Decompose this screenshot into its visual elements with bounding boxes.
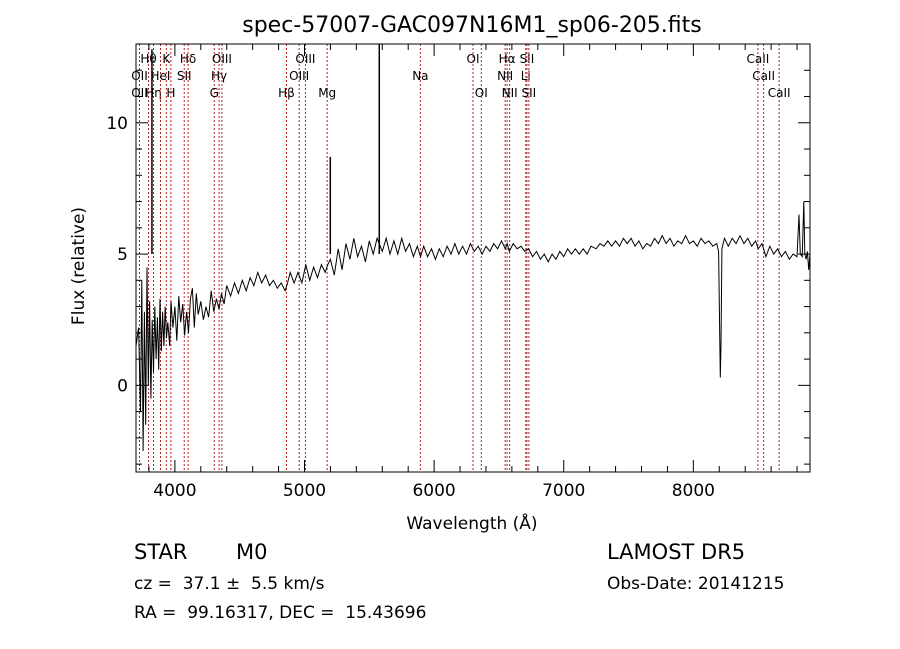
class-label: STAR: [134, 540, 188, 564]
spectral-line-label: Hη: [145, 86, 162, 100]
spectral-line-label: Hα: [499, 52, 516, 66]
spectral-line-label: Hγ: [211, 69, 227, 83]
x-tick-label: 5000: [283, 481, 326, 501]
line-marker-layer: HθOIIOIIHηHeIKHHδSIIGHγOIIIHβOIIIOIIIMgN…: [131, 44, 791, 472]
subclass-label: M0: [236, 540, 268, 564]
redshift-readout: cz = 37.1 ± 5.5 km/s: [134, 574, 325, 594]
y-tick-label: 5: [117, 245, 128, 265]
spectral-line-label: NII: [497, 69, 513, 83]
spectral-line-label: OI: [475, 86, 488, 100]
spectral-line-label: NII: [502, 86, 518, 100]
spectral-line-label: OI: [467, 52, 480, 66]
coordinates-readout: RA = 99.16317, DEC = 15.43696: [134, 603, 427, 623]
x-tick-label: 6000: [412, 481, 455, 501]
survey-label: LAMOST DR5: [607, 540, 746, 564]
spectral-line-label: Li: [521, 69, 531, 83]
spectral-line-label: Hθ: [140, 52, 156, 66]
x-axis-label: Wavelength (Å): [406, 512, 537, 534]
spectral-line-label: OII: [131, 86, 148, 100]
spectral-line-label: Mg: [318, 86, 336, 100]
y-tick-label: 0: [117, 376, 128, 396]
x-tick-label: 4000: [153, 481, 196, 501]
spectrum-line: [135, 201, 811, 452]
chart-title: spec-57007-GAC097N16M1_sp06-205.fits: [242, 13, 702, 38]
spectral-line-label: OIII: [212, 52, 232, 66]
x-tick-label: 8000: [672, 481, 715, 501]
spectral-line-label: CaII: [746, 52, 769, 66]
spectral-line-label: SII: [177, 69, 192, 83]
spectral-line-label: Hβ: [278, 86, 295, 100]
y-axis-label: Flux (relative): [69, 207, 89, 325]
spectral-line-label: HeI: [151, 69, 171, 83]
spectral-line-label: OIII: [295, 52, 315, 66]
spectral-line-label: CaII: [752, 69, 775, 83]
spectral-line-label: G: [210, 86, 219, 100]
spectral-line-label: OIII: [289, 69, 309, 83]
axes-layer: 4000 5000 6000 7000 8000 0 5 10: [106, 43, 811, 501]
spectral-line-label: CaII: [768, 86, 791, 100]
x-tick-label: 7000: [542, 481, 585, 501]
spectral-line-label: SII: [520, 52, 535, 66]
spectral-line-label: Na: [412, 69, 428, 83]
spectral-line-label: Hδ: [180, 52, 196, 66]
spectrum-layer: [135, 44, 811, 452]
spectral-line-label: SII: [522, 86, 537, 100]
spectral-line-label: K: [162, 52, 171, 66]
plot-frame: [135, 43, 811, 473]
obs-date-readout: Obs-Date: 20141215: [607, 574, 785, 594]
y-tick-label: 10: [106, 114, 128, 134]
spectral-line-label: H: [166, 86, 175, 100]
